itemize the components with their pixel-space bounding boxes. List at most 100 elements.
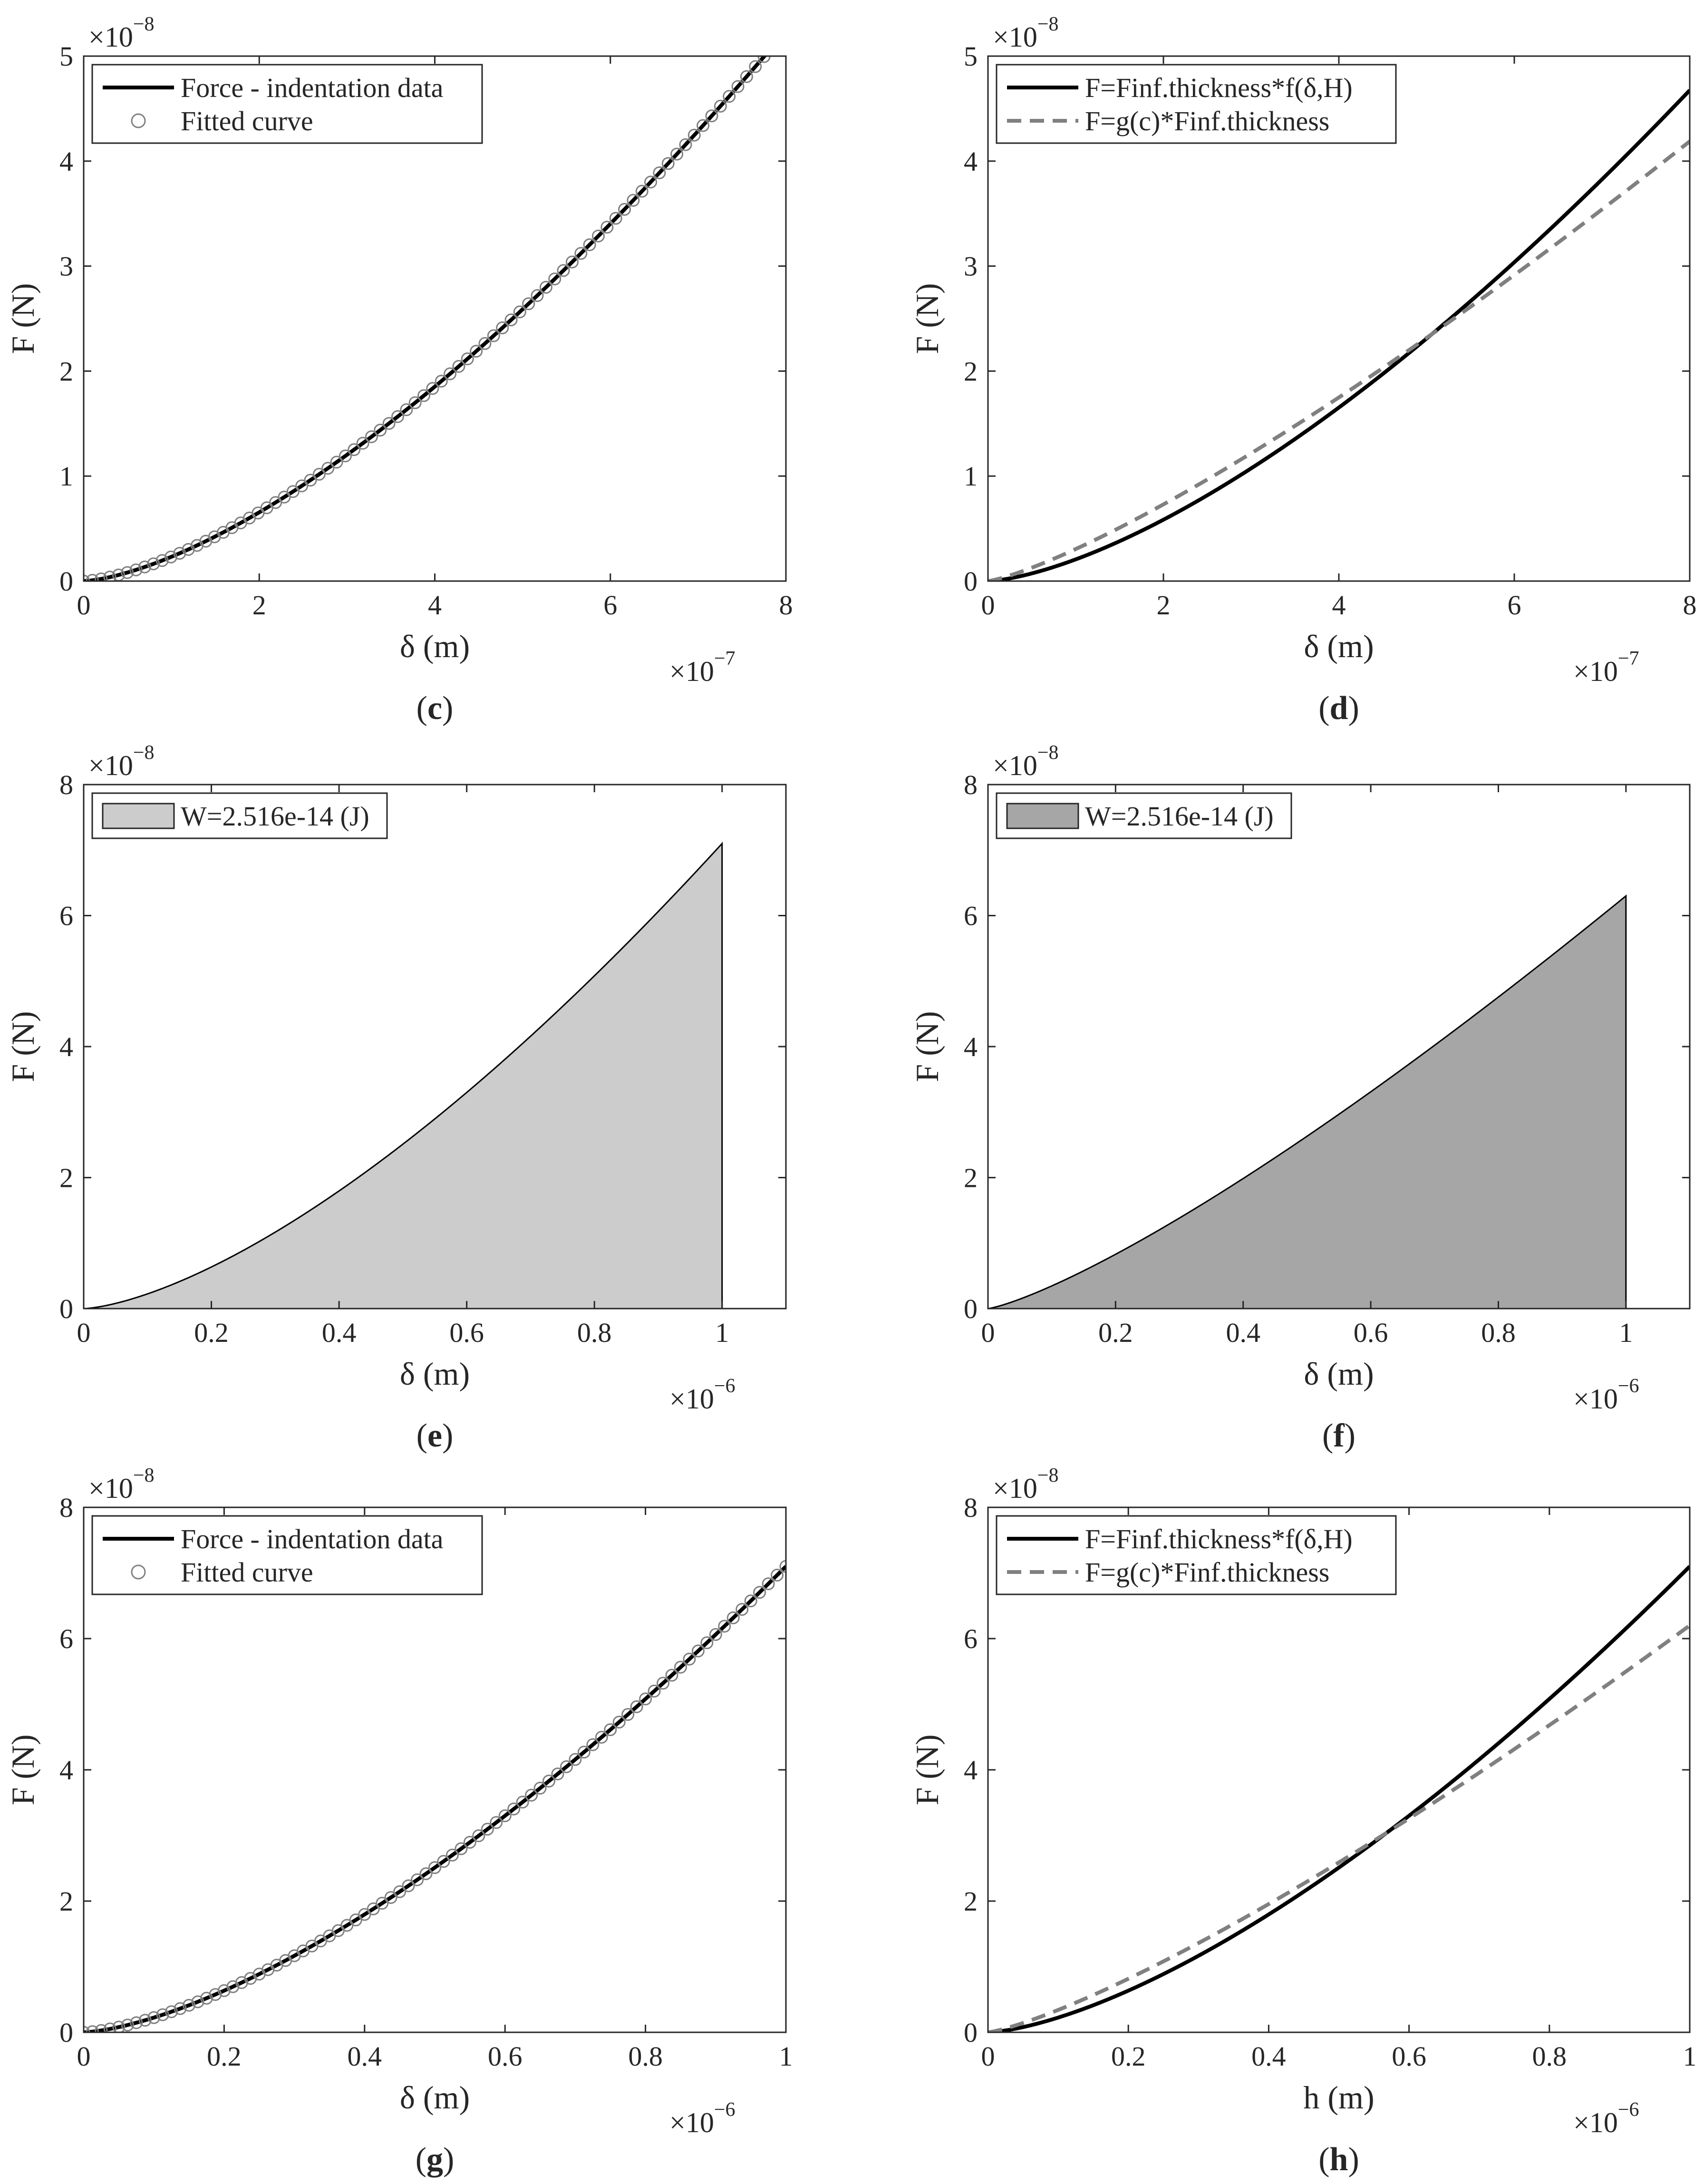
fitted-point [478,337,492,350]
area-fill-0 [988,894,1627,1309]
fitted-point [533,1782,547,1795]
fitted-point [679,138,692,151]
fitted-point [691,1644,705,1658]
fitted-point [504,313,518,327]
panel-label: (h) [1318,2141,1359,2178]
fitted-point [112,2020,126,2032]
fitted-point [726,1611,740,1624]
y-tick-label: 6 [964,1623,978,1654]
panel-label: (f) [1322,1417,1355,1454]
x-tick-label: 0.2 [207,2041,242,2072]
y-tick-label: 6 [59,901,73,932]
fitted-point [444,367,457,380]
fitted-point [736,1603,749,1616]
y-tick-label: 4 [964,1031,978,1062]
fitted-point [753,1586,766,1599]
fitted-point [627,194,640,207]
fitted-point [191,1995,204,2009]
y-tick-label: 5 [964,41,978,72]
fitted-point [618,203,631,216]
x-axis-label: δ (m) [1304,1356,1374,1392]
fitted-point [551,1767,564,1781]
fitted-point [644,175,658,189]
legend: W=2.516e-14 (J) [996,792,1292,839]
fitted-point [147,557,160,571]
x-tick-label: 0.8 [1481,1317,1516,1348]
x-tick-label: 1 [1683,2041,1697,2072]
panel-label: (g) [416,2141,455,2178]
fitted-point [435,375,448,388]
fitted-point [591,229,605,243]
x-tick-label: 0.8 [628,2041,663,2072]
panel-f: 0 0.2 0.4 0.6 0.8 1 0 2 4 6 8 δ (m) F (N) ×10−8 ×10−6 (… [909,742,1691,1454]
y-tick-label: 2 [59,1886,73,1917]
y-tick-label: 8 [964,1492,978,1523]
fitted-point [183,1999,196,2012]
x-axis-label: δ (m) [1304,628,1374,664]
series-layer [84,56,771,581]
series-layer [988,894,1627,1309]
fitted-point [374,424,387,437]
x-tick-label: 2 [252,590,266,621]
fitted-point [103,571,116,581]
x-tick-label: 0.6 [488,2041,523,2072]
fitted-point [665,1669,678,1682]
y-tick-label: 3 [59,251,73,282]
y-tick-label: 2 [964,1886,978,1917]
series-layer [988,89,1690,581]
fitted-point [95,572,108,581]
fitted-point [621,1708,635,1721]
panel-e: 0 0.2 0.4 0.6 0.8 1 0 2 4 6 8 δ (m) F (N) ×10−8 ×10−6 (… [5,742,787,1454]
y-tick-label: 0 [59,1293,73,1324]
series-line-solid [84,56,767,581]
fitted-point [165,2005,178,2019]
x-tick-label: 0 [981,1317,995,1348]
fitted-point [445,1848,459,1862]
fitted-point [542,1775,556,1788]
y-tick-label: 8 [964,769,978,800]
fitted-point [173,547,186,560]
y-tick-label: 4 [59,146,73,177]
x-exponent: ×10−6 [1573,1375,1639,1415]
fitted-point [164,550,177,563]
x-tick-label: 0.4 [1226,1317,1260,1348]
x-axis-label: δ (m) [400,628,470,664]
fitted-point [470,345,483,358]
y-tick-label: 0 [59,2017,73,2048]
x-tick-label: 0 [77,1317,91,1348]
fitted-point [513,305,526,319]
fitted-point [657,1677,670,1690]
fitted-point [740,70,753,83]
y-axis-label: F (N) [909,283,945,354]
fitted-point [604,1723,617,1737]
series-layer [988,1565,1690,2032]
legend-box [996,64,1397,144]
x-exponent: ×10−6 [1573,2099,1639,2138]
fitted-point [525,1788,538,1802]
y-tick-label: 3 [964,251,978,282]
fitted-point [723,90,736,103]
fitted-point [463,1835,476,1849]
fitted-point [744,1594,757,1608]
y-tick-label: 1 [59,461,73,492]
x-tick-label: 8 [779,590,793,621]
y-tick-label: 0 [59,566,73,597]
x-tick-label: 0.4 [348,2041,382,2072]
fitted-point [595,1730,608,1744]
fitted-point [709,1628,722,1641]
panel-label: (e) [416,1417,454,1454]
fitted-point [376,1897,389,1910]
fitted-point [384,1891,397,1904]
fitted-point [507,1802,521,1815]
series-line-solid [988,89,1690,581]
legend-label: Force - indentation data [181,72,443,103]
legend-box [996,1515,1397,1595]
fitted-point [339,449,352,463]
x-tick-label: 0 [77,2041,91,2072]
y-tick-label: 8 [59,1492,73,1523]
y-tick-label: 0 [964,2017,978,2048]
x-tick-label: 0.8 [1532,2041,1567,2072]
fitted-point [138,560,151,573]
fitted-point [419,1867,433,1880]
